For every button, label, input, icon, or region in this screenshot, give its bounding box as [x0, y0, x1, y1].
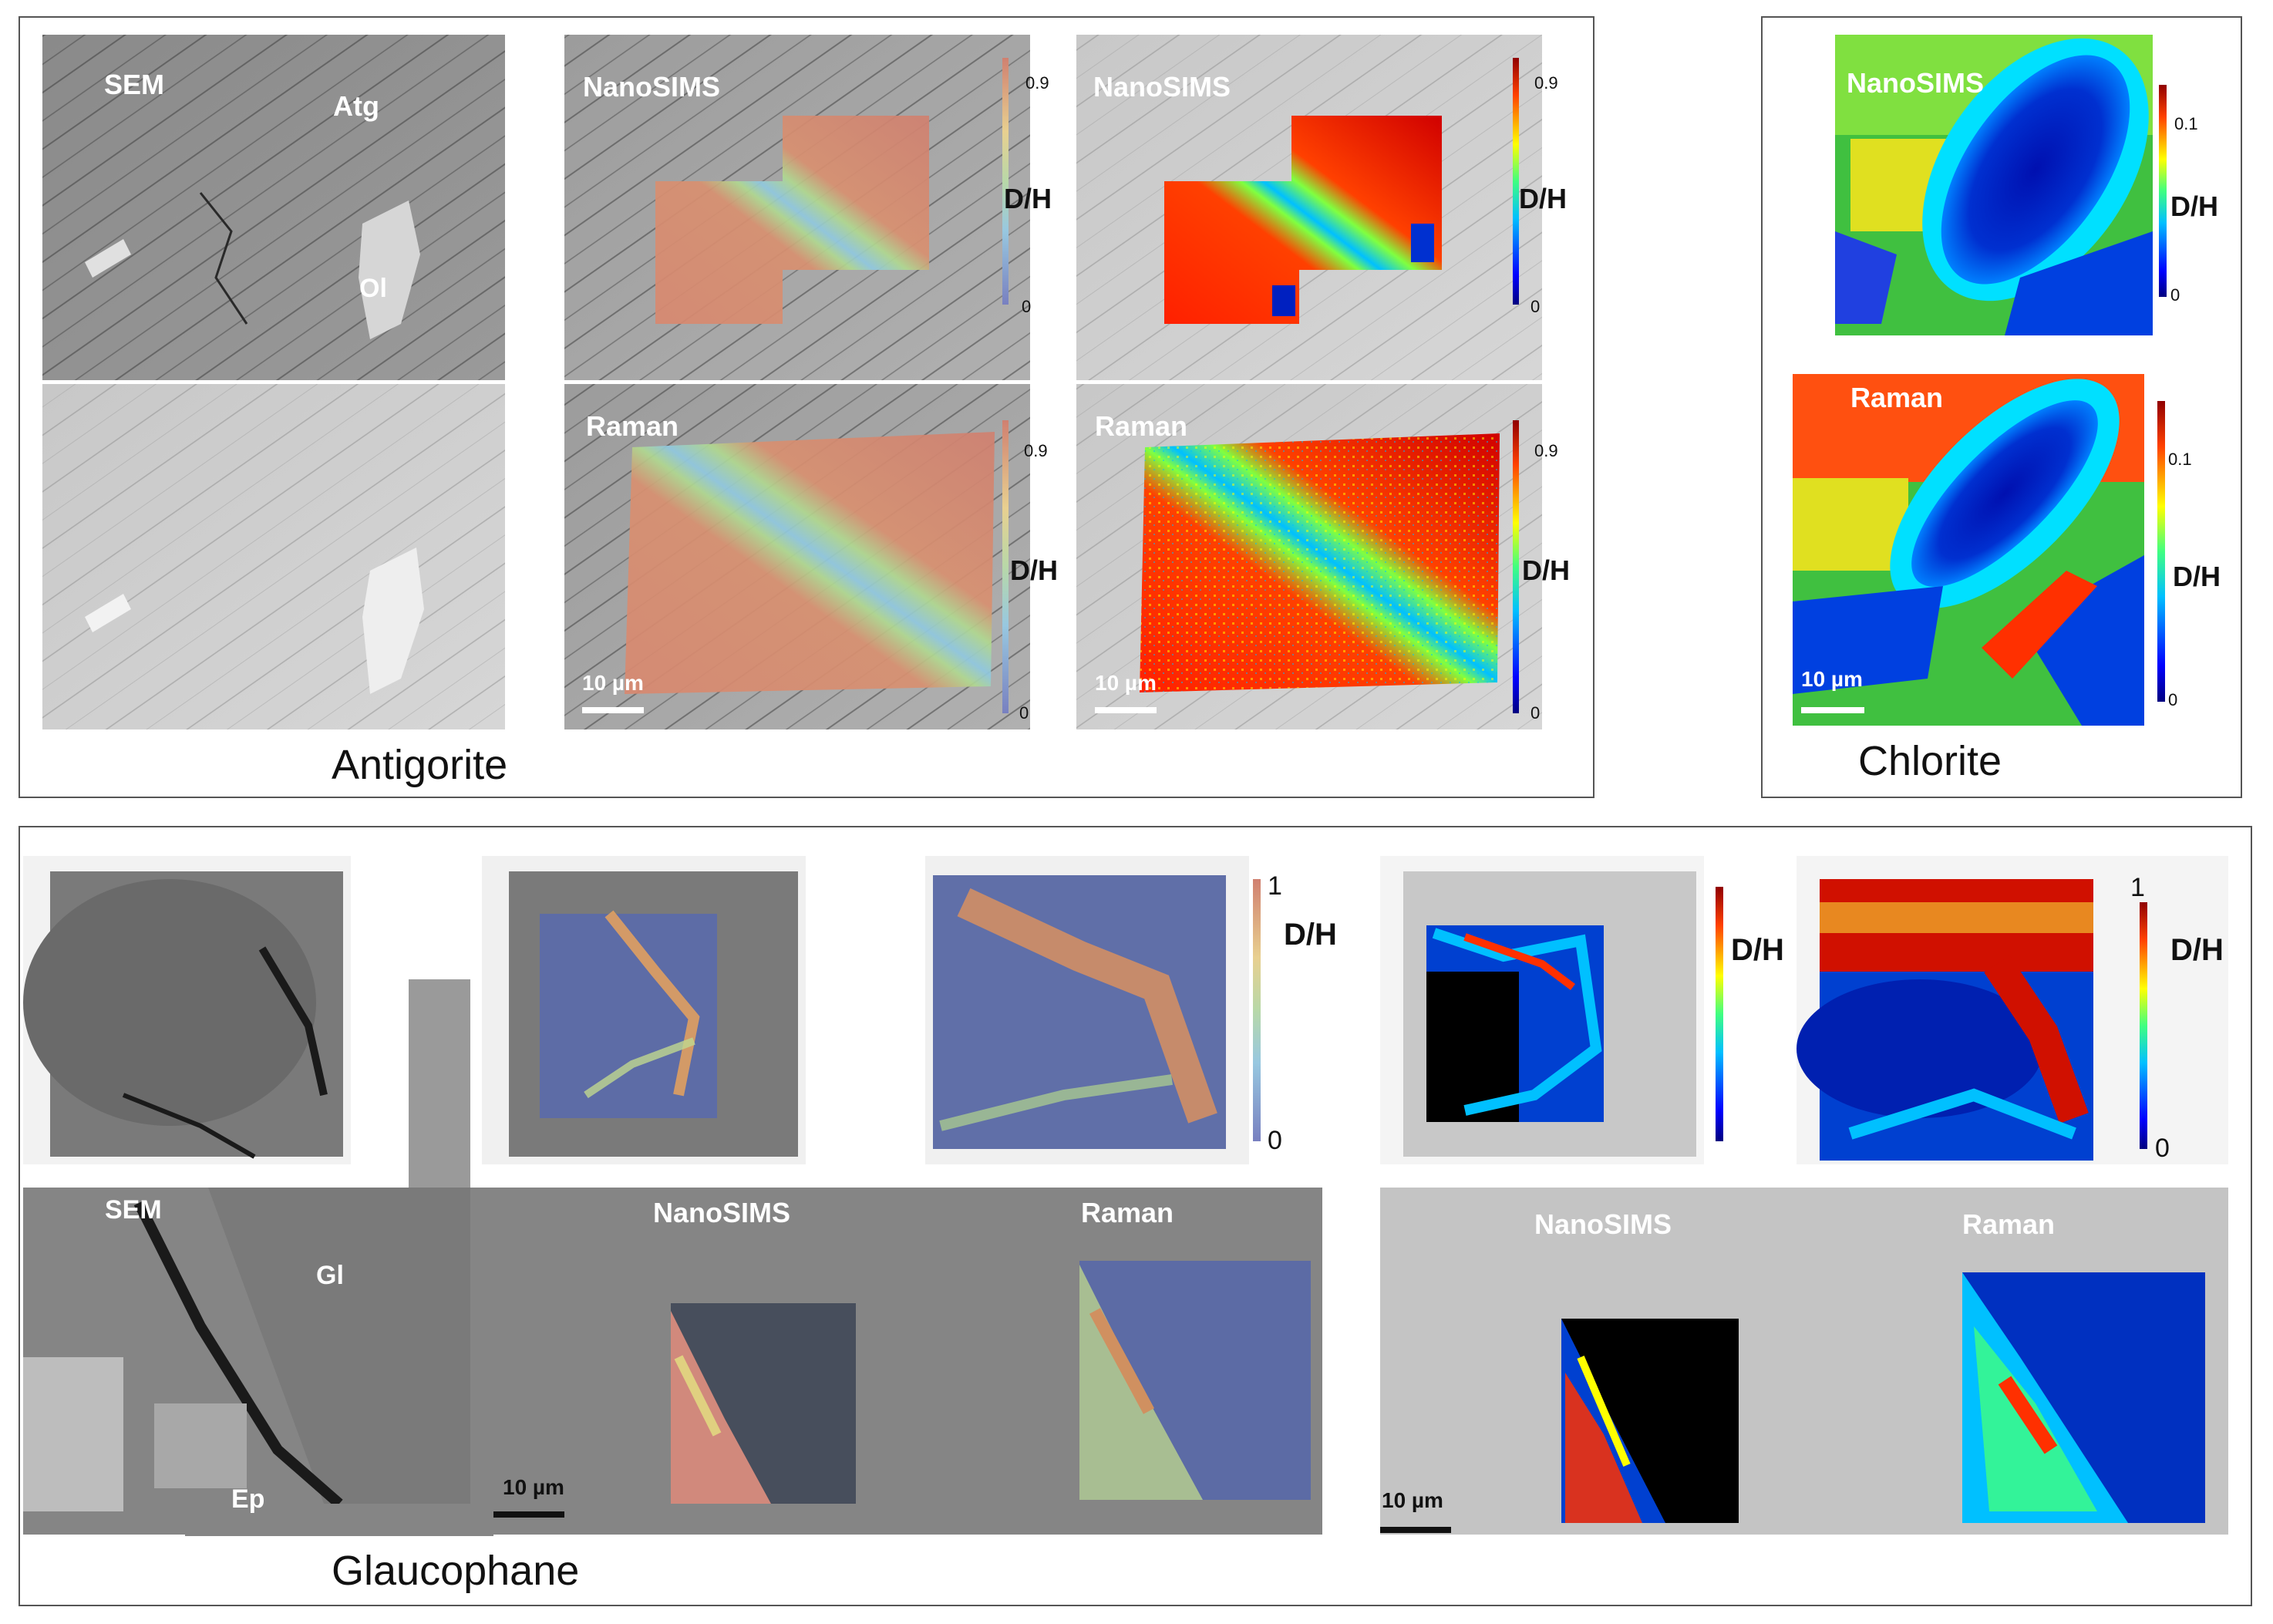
antigorite-frame — [19, 16, 1594, 798]
antigorite-sem-top — [42, 35, 505, 380]
chlorite-frame — [1761, 16, 2242, 798]
glaucophane-frame — [19, 826, 2252, 1606]
antigorite-nanosims-label-2: NanoSIMS — [1093, 71, 1231, 103]
glaucophane-cb-label-2a: D/H — [1731, 933, 1784, 967]
glaucophane-cb-max-2: 1 — [2130, 873, 2145, 902]
antigorite-cb-label-4: D/H — [1522, 554, 1570, 586]
chlorite-colorbar-1 — [2159, 85, 2167, 297]
glaucophane-ep-label: Ep — [231, 1484, 264, 1514]
antigorite-cb-label-1: D/H — [1004, 183, 1052, 214]
chlorite-colorbar-2 — [2157, 401, 2165, 702]
chlorite-raman-label: Raman — [1850, 382, 1943, 413]
glaucophane-cb-label-2: D/H — [2170, 933, 2224, 967]
chlorite-raman-map — [1793, 374, 2144, 726]
glaucophane-nanosims-label-1: NanoSIMS — [653, 1197, 790, 1228]
chlorite-cb-max-1: 0.1 — [2174, 114, 2198, 133]
chlorite-cb-min-1: 0 — [2170, 285, 2180, 305]
antigorite-raman-map — [1076, 384, 1542, 729]
antigorite-raman-label-1: Raman — [586, 410, 679, 442]
glaucophane-cb-min-2: 0 — [2155, 1134, 2170, 1163]
glaucophane-colorbar-2a — [1716, 887, 1723, 1141]
antigorite-cb-min-1: 0 — [1022, 297, 1031, 316]
chlorite-cb-max-2: 0.1 — [2168, 450, 2192, 469]
glaucophane-nanosims-map — [1380, 856, 1797, 1535]
glaucophane-raman-label-2: Raman — [1962, 1208, 2055, 1240]
antigorite-colorbar-4 — [1513, 420, 1519, 713]
antigorite-scalebar-1 — [582, 707, 644, 713]
chlorite-scale: 10 µm — [1801, 667, 1863, 691]
glaucophane-raman-map — [1797, 856, 2228, 1535]
antigorite-cb-label-2: D/H — [1519, 183, 1567, 214]
glaucophane-scale-1: 10 µm — [503, 1475, 564, 1499]
glaucophane-caption: Glaucophane — [332, 1548, 579, 1594]
antigorite-cb-max-4: 0.9 — [1534, 441, 1558, 460]
chlorite-cb-label-2: D/H — [2173, 561, 2221, 592]
antigorite-caption: Antigorite — [332, 742, 507, 788]
chlorite-scalebar — [1801, 707, 1864, 713]
antigorite-cb-max-3: 0.9 — [1024, 441, 1048, 460]
antigorite-sem-bottom — [42, 384, 505, 729]
chlorite-cb-min-2: 0 — [2168, 690, 2177, 709]
chlorite-nanosims-map — [1835, 35, 2153, 335]
glaucophane-raman-label-1: Raman — [1081, 1197, 1174, 1228]
glaucophane-nanosims-label-2: NanoSIMS — [1534, 1208, 1672, 1240]
antigorite-scale-2: 10 µm — [1095, 671, 1157, 695]
chlorite-cb-label-1: D/H — [2170, 190, 2218, 222]
glaucophane-sem — [23, 856, 493, 1536]
glaucophane-cb-label-1: D/H — [1284, 918, 1337, 952]
antigorite-scalebar-2 — [1095, 707, 1157, 713]
chlorite-nanosims-label: NanoSIMS — [1847, 67, 1984, 99]
chlorite-caption: Chlorite — [1858, 738, 2002, 784]
glaucophane-cb-min-1: 0 — [1268, 1126, 1282, 1155]
glaucophane-sem-label: SEM — [105, 1195, 162, 1225]
antigorite-sem-label: SEM — [104, 69, 164, 100]
antigorite-cb-max-2: 0.9 — [1534, 73, 1558, 93]
antigorite-raman-overlay — [564, 384, 1030, 729]
antigorite-cb-label-3: D/H — [1010, 554, 1058, 586]
glaucophane-gl-label: Gl — [316, 1261, 344, 1290]
antigorite-nanosims-label-1: NanoSIMS — [583, 71, 720, 103]
antigorite-nanosims-map — [1076, 35, 1542, 380]
antigorite-cb-min-3: 0 — [1019, 703, 1029, 723]
antigorite-nanosims-overlay — [564, 35, 1030, 380]
antigorite-colorbar-1 — [1002, 58, 1009, 305]
glaucophane-cb-max-1: 1 — [1268, 871, 1282, 901]
antigorite-ol-label: Ol — [359, 274, 387, 303]
glaucophane-nanosims-overlay — [482, 856, 921, 1535]
antigorite-colorbar-3 — [1002, 420, 1009, 713]
glaucophane-scalebar-2 — [1380, 1527, 1451, 1533]
antigorite-cb-max-1: 0.9 — [1025, 73, 1049, 93]
antigorite-cb-min-2: 0 — [1530, 297, 1540, 316]
glaucophane-raman-overlay — [918, 856, 1322, 1535]
glaucophane-scalebar-1 — [493, 1511, 564, 1518]
antigorite-colorbar-2 — [1513, 58, 1519, 305]
glaucophane-colorbar-1 — [1253, 879, 1261, 1141]
antigorite-scale-1: 10 µm — [582, 671, 644, 695]
antigorite-cb-min-4: 0 — [1530, 703, 1540, 723]
glaucophane-scale-2: 10 µm — [1382, 1488, 1443, 1512]
glaucophane-colorbar-2 — [2140, 902, 2147, 1149]
antigorite-atg-label: Atg — [333, 90, 379, 122]
antigorite-raman-label-2: Raman — [1095, 410, 1187, 442]
